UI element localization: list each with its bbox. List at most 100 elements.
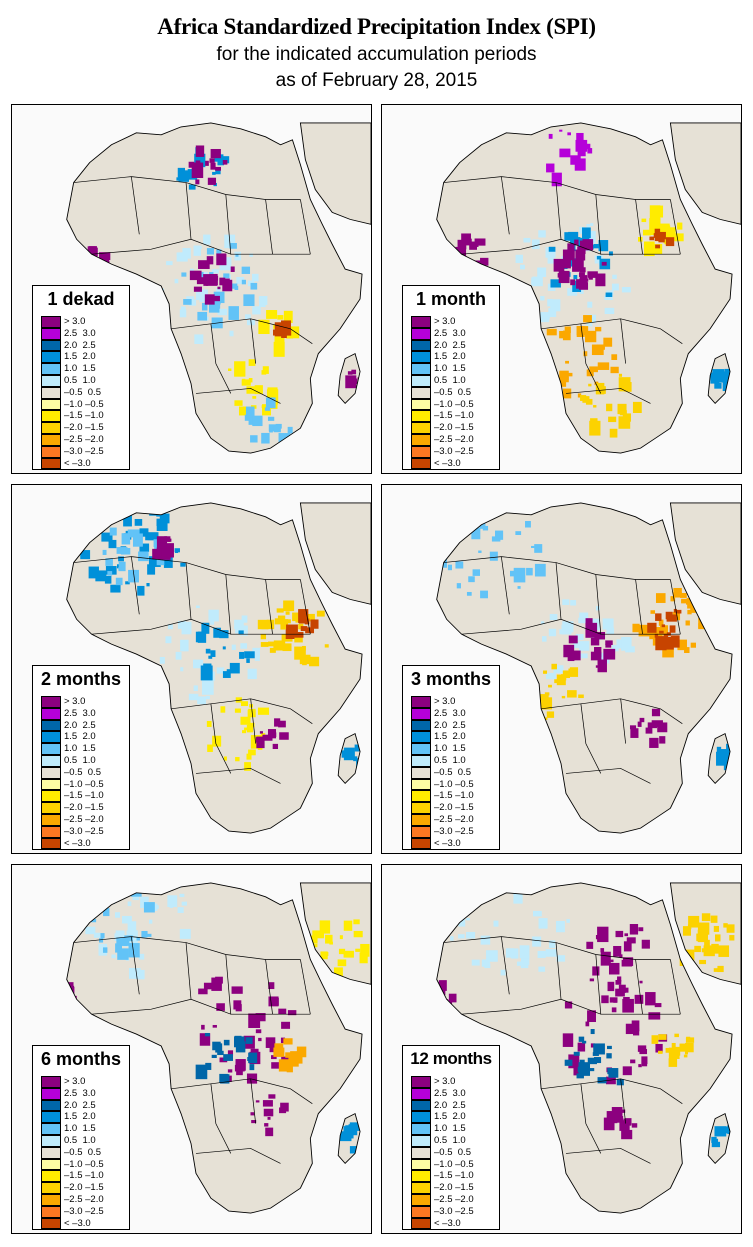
spi-pixel-cluster — [213, 627, 221, 638]
spi-pixel-cluster — [299, 654, 311, 665]
country-border — [130, 176, 140, 235]
spi-pixel-cluster — [593, 1057, 602, 1064]
spi-pixel-cluster — [193, 659, 204, 669]
legend-row: 0.5 1.0 — [41, 1134, 131, 1147]
spi-pixel-cluster — [436, 536, 439, 544]
spi-pixel-cluster — [532, 910, 542, 917]
spi-pixel-cluster — [665, 1047, 671, 1053]
spi-pixel-cluster — [617, 403, 627, 415]
spi-pixel-cluster — [310, 619, 319, 629]
spi-pixel-cluster — [222, 671, 231, 678]
spi-pixel-cluster — [220, 1074, 230, 1084]
spi-pixel-cluster — [114, 912, 120, 918]
spi-pixel-cluster — [615, 930, 624, 938]
spi-pixel-cluster — [471, 260, 481, 272]
spi-pixel-cluster — [596, 255, 602, 260]
spi-pixel-cluster — [181, 272, 187, 277]
spi-pixel-cluster — [579, 653, 588, 659]
spi-pixel-cluster — [442, 1010, 448, 1017]
legend-range-label: –1.5 –1.0 — [434, 410, 474, 422]
spi-pixel-cluster — [269, 647, 276, 653]
spi-pixel-cluster — [234, 619, 244, 630]
coastline — [66, 502, 363, 834]
spi-pixel-cluster — [276, 608, 284, 613]
spi-pixel-cluster — [620, 987, 629, 993]
spi-pixel-cluster — [217, 1050, 224, 1056]
spi-pixel-cluster — [606, 1053, 612, 1059]
spi-pixel-cluster — [546, 328, 557, 336]
spi-pixel-cluster — [615, 980, 622, 985]
legend-row: 2.5 3.0 — [41, 707, 131, 720]
spi-pixel-cluster — [50, 1022, 59, 1029]
legend-row: –1.0 –0.5 — [411, 398, 501, 411]
country-border — [300, 959, 311, 1015]
spi-pixel-cluster — [248, 359, 256, 366]
legend-period-title: 12 months — [410, 1049, 492, 1068]
spi-pixel-cluster — [711, 943, 719, 954]
spi-pixel-cluster — [254, 656, 260, 661]
spi-pixel-cluster — [648, 1012, 661, 1020]
country-border — [91, 618, 311, 635]
spi-pixel-cluster — [245, 314, 251, 320]
spi-pixel-cluster — [519, 295, 525, 301]
spi-pixel-cluster — [595, 606, 600, 611]
coastline — [337, 1113, 361, 1165]
spi-pixel-cluster — [604, 307, 615, 315]
spi-pixel-cluster — [245, 406, 255, 418]
spi-legend: 3 months > 3.0 2.5 3.0 2.0 2.5 1.5 2.0 1.0 1.… — [402, 665, 500, 850]
legend-row: –1.5 –1.0 — [411, 790, 501, 803]
legend-row: –3.0 –2.5 — [41, 445, 131, 458]
spi-pixel-cluster — [611, 354, 618, 360]
spi-pixel-cluster — [472, 569, 480, 576]
spi-pixel-cluster — [181, 621, 192, 635]
spi-pixel-cluster — [325, 934, 333, 944]
africa-map — [436, 122, 741, 454]
legend-color-swatch — [41, 1205, 61, 1218]
spi-pixel-cluster — [578, 694, 584, 699]
spi-pixel-cluster — [169, 882, 181, 889]
spi-pixel-cluster — [159, 656, 165, 664]
spi-pixel-cluster — [230, 266, 235, 272]
legend-range-label: 2.0 2.5 — [434, 1099, 466, 1111]
spi-pixel-cluster — [573, 275, 578, 280]
country-border — [635, 199, 643, 255]
spi-pixel-cluster — [222, 646, 226, 650]
legend-color-swatch — [411, 778, 431, 791]
spi-pixel-cluster — [272, 743, 279, 750]
spi-pixel-cluster — [564, 326, 571, 333]
spi-pixel-cluster — [515, 865, 520, 866]
country-border — [443, 556, 671, 580]
legend-range-label: 2.0 2.5 — [434, 719, 466, 731]
spi-pixel-cluster — [240, 643, 248, 649]
spi-pixel-cluster — [548, 684, 552, 688]
spi-pixel-cluster — [116, 547, 128, 554]
spi-pixel-cluster — [244, 762, 251, 771]
spi-pixel-cluster — [216, 253, 227, 266]
spi-pixel-cluster — [622, 413, 632, 422]
spi-pixel-cluster — [719, 371, 729, 383]
spi-pixel-cluster — [248, 1019, 256, 1024]
arabia-landmass — [670, 502, 741, 605]
spi-pixel-cluster — [260, 634, 267, 640]
africa-map — [66, 502, 371, 834]
spi-pixel-cluster — [100, 933, 105, 939]
legend-color-swatch — [41, 707, 61, 720]
spi-pixel-cluster — [637, 236, 643, 242]
spi-pixel-cluster — [537, 950, 546, 958]
spi-pixel-cluster — [582, 396, 590, 403]
legend-swatches: > 3.0 2.5 3.0 2.0 2.5 1.5 2.0 1.0 1.5 0.5 1.0… — [411, 316, 501, 470]
legend-row: 1.0 1.5 — [41, 363, 131, 375]
spi-pixel-cluster — [95, 570, 107, 582]
spi-pixel-cluster — [409, 565, 413, 569]
spi-pixel-cluster — [436, 999, 449, 1015]
legend-range-label: –3.0 –2.5 — [64, 1205, 104, 1217]
spi-pixel-cluster — [193, 685, 198, 691]
spi-pixel-cluster — [167, 624, 173, 630]
spi-pixel-cluster — [103, 908, 110, 917]
spi-pixel-cluster — [85, 926, 96, 935]
spi-pixel-cluster — [235, 1004, 242, 1012]
spi-pixel-cluster — [243, 294, 255, 307]
legend-row: –3.0 –2.5 — [41, 825, 131, 838]
legend-row: 1.5 2.0 — [411, 731, 501, 744]
spi-pixel-cluster — [127, 921, 137, 933]
